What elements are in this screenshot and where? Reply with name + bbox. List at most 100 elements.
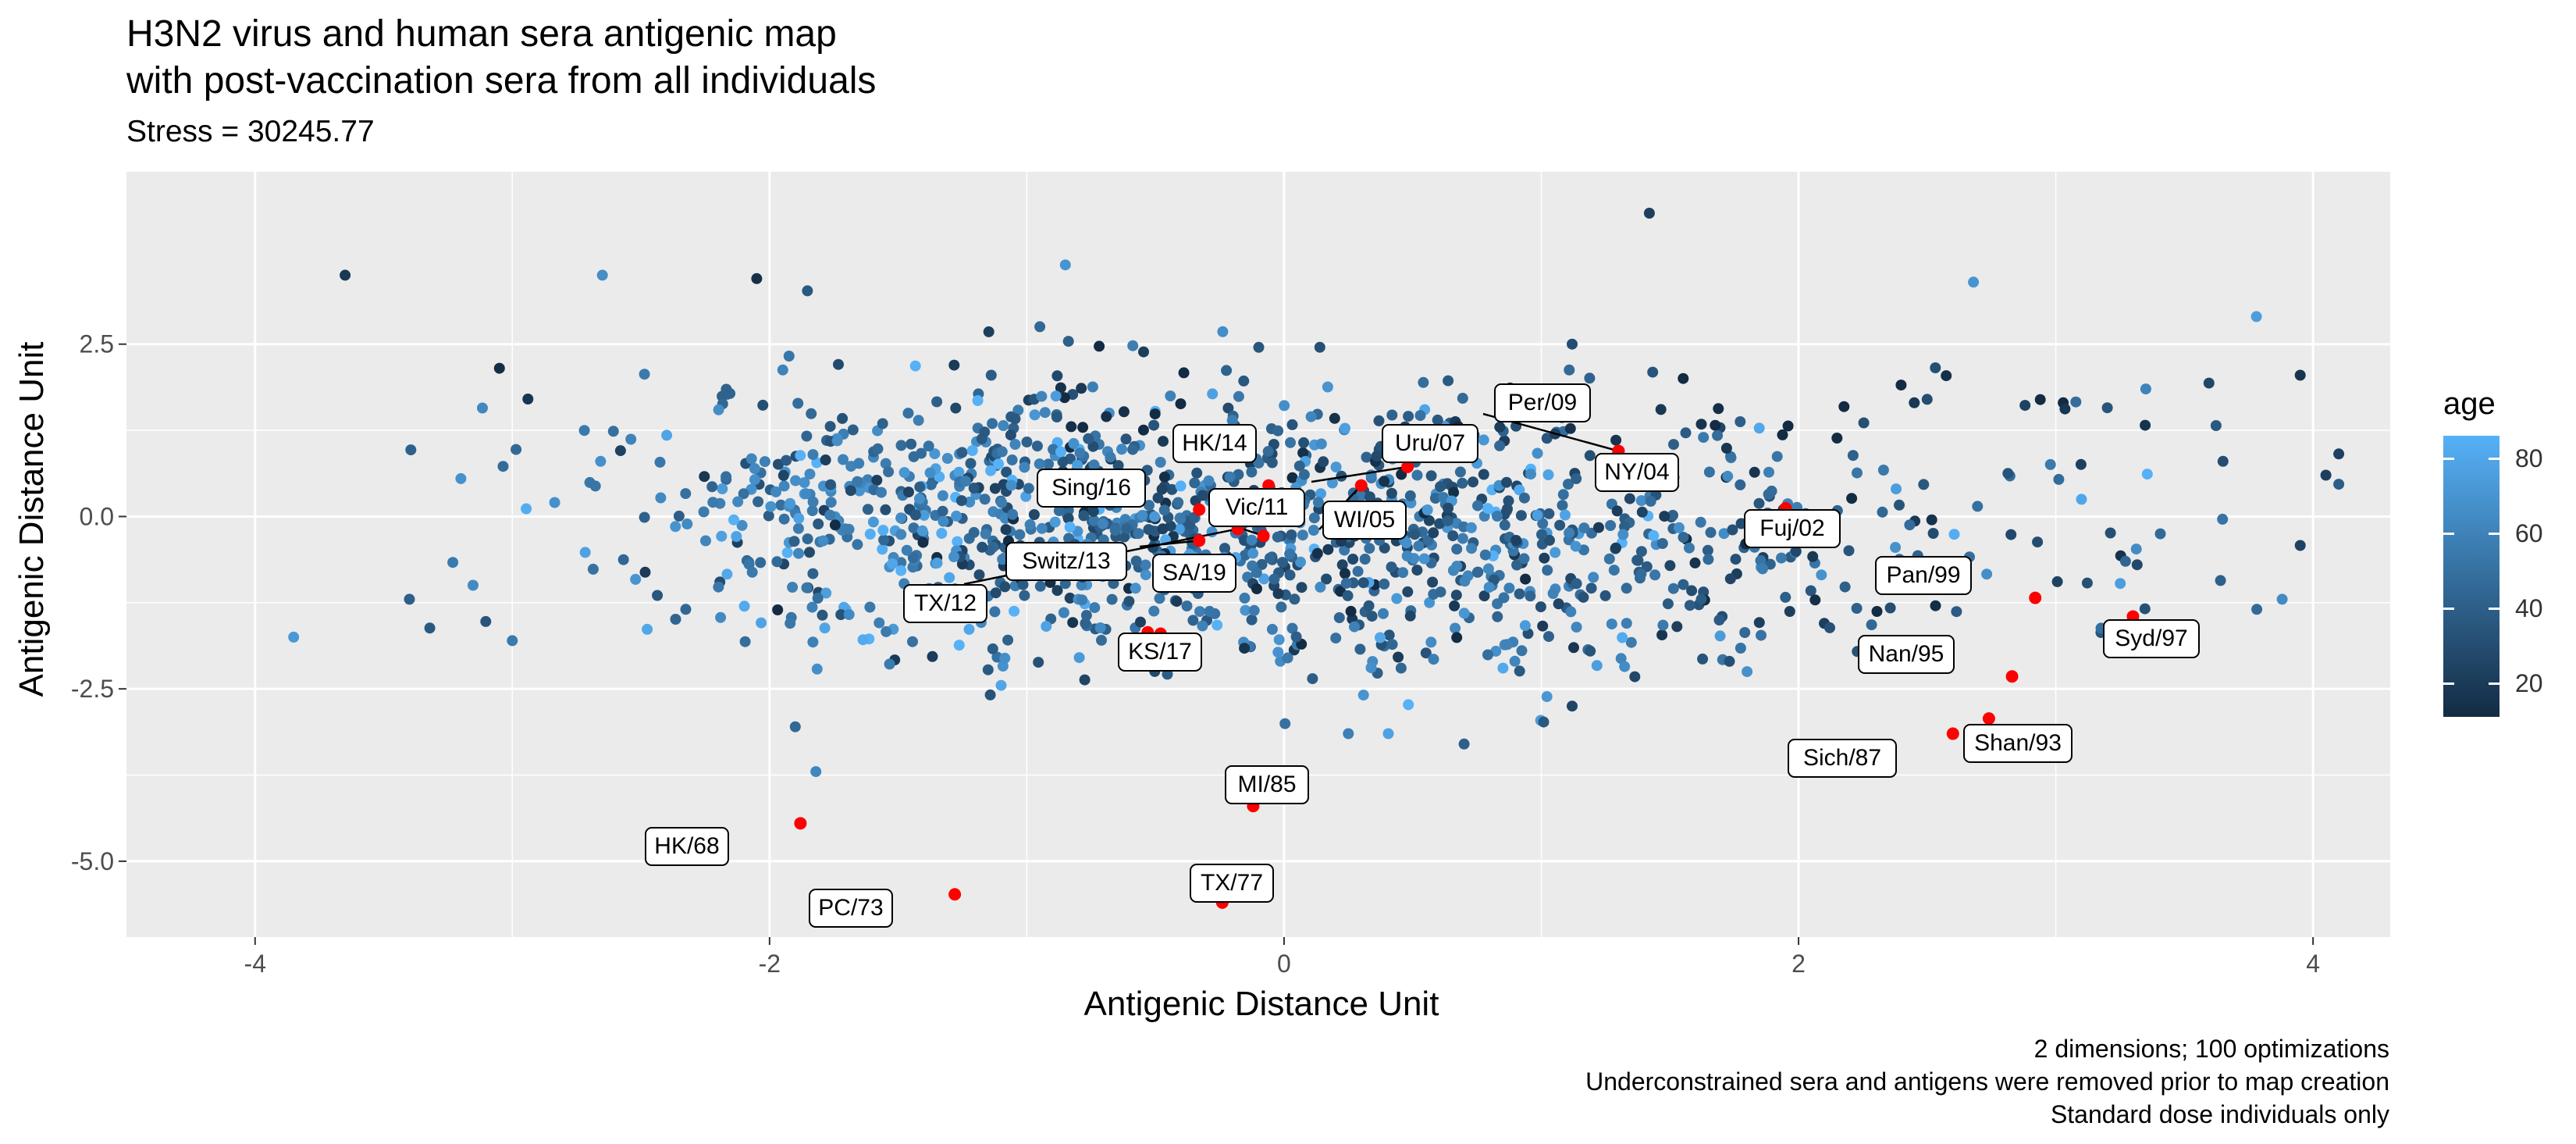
serum-point xyxy=(455,472,467,484)
serum-point xyxy=(670,614,681,625)
serum-point xyxy=(477,402,488,414)
serum-point xyxy=(706,481,718,493)
age-legend: age 80 60 40 20 xyxy=(2440,387,2543,717)
serum-point xyxy=(717,483,728,494)
serum-point xyxy=(1457,393,1468,404)
serum-point xyxy=(845,485,856,497)
legend-body: 80 60 40 20 xyxy=(2440,436,2543,717)
serum-point xyxy=(937,490,948,501)
serum-point xyxy=(914,481,926,493)
serum-point xyxy=(1007,508,1019,520)
serum-point xyxy=(424,622,436,634)
serum-point xyxy=(1053,505,1065,517)
serum-point xyxy=(625,433,637,445)
serum-point xyxy=(1472,500,1483,511)
serum-point xyxy=(1739,627,1751,638)
serum-point xyxy=(1266,623,1278,635)
serum-point xyxy=(1510,535,1522,546)
serum-point xyxy=(578,425,590,437)
serum-point xyxy=(1087,505,1099,517)
serum-point xyxy=(1432,414,1443,426)
serum-point xyxy=(1077,422,1089,433)
serum-point xyxy=(799,477,810,488)
serum-point xyxy=(937,505,948,517)
serum-point xyxy=(807,449,819,461)
antigen-label-box xyxy=(903,584,987,623)
antigen-point xyxy=(948,888,962,901)
antigen-label-text: TX/12 xyxy=(914,590,977,616)
serum-point xyxy=(1165,390,1176,402)
serum-point xyxy=(1354,643,1366,655)
serum-point xyxy=(614,445,626,457)
serum-point xyxy=(1019,462,1030,473)
serum-point xyxy=(405,444,417,456)
serum-point xyxy=(1635,546,1647,558)
serum-point xyxy=(1375,632,1386,643)
serum-point xyxy=(1076,383,1087,394)
serum-point xyxy=(2131,559,2143,571)
serum-point xyxy=(1039,407,1051,419)
serum-point xyxy=(1584,372,1596,384)
serum-point xyxy=(1702,544,1713,556)
serum-point xyxy=(1031,440,1043,452)
serum-point xyxy=(1525,590,1536,602)
serum-point xyxy=(854,485,865,497)
serum-point xyxy=(1671,621,1683,633)
serum-point xyxy=(1684,600,1695,611)
serum-point xyxy=(1858,417,1870,429)
serum-point xyxy=(1645,495,1656,507)
serum-point xyxy=(1204,605,1215,617)
serum-point xyxy=(1057,456,1069,468)
serum-point xyxy=(1656,629,1668,641)
serum-point xyxy=(1386,561,1397,573)
serum-point xyxy=(673,510,685,522)
antigen-label-text: Per/09 xyxy=(1508,390,1577,415)
serum-point xyxy=(1790,546,1802,557)
serum-point xyxy=(963,623,975,635)
serum-point xyxy=(1494,421,1506,433)
serum-point xyxy=(1023,483,1034,494)
antigen-label-text: Nan/95 xyxy=(1869,641,1944,667)
serum-point xyxy=(1667,583,1679,594)
serum-point xyxy=(2251,604,2263,615)
serum-point xyxy=(1256,558,1268,570)
serum-point xyxy=(1621,583,1632,594)
serum-point xyxy=(877,525,889,536)
serum-point xyxy=(817,535,829,547)
serum-point xyxy=(1297,447,1309,458)
serum-point xyxy=(1624,493,1635,504)
serum-point xyxy=(820,587,832,599)
serum-point xyxy=(824,421,836,433)
serum-point xyxy=(1425,470,1437,482)
serum-point xyxy=(2019,400,2031,412)
serum-point xyxy=(757,399,769,411)
serum-point xyxy=(838,454,849,465)
serum-point xyxy=(913,493,925,504)
legend-tick-label: 40 xyxy=(2515,593,2543,622)
serum-point xyxy=(1483,582,1495,593)
serum-point xyxy=(909,509,921,521)
serum-point xyxy=(1096,634,1107,646)
serum-point xyxy=(1515,510,1527,522)
serum-point xyxy=(995,679,1007,691)
serum-point xyxy=(1571,473,1582,484)
x-tick-label: 2 xyxy=(1791,950,1806,978)
serum-point xyxy=(1089,602,1101,614)
antigen-label-text: PC/73 xyxy=(818,895,883,921)
serum-point xyxy=(1120,433,1132,445)
serum-point xyxy=(699,471,710,483)
serum-point xyxy=(1326,477,1338,489)
serum-point xyxy=(1286,529,1297,540)
antigen-label-box xyxy=(1005,542,1127,581)
serum-point xyxy=(1749,466,1760,478)
serum-point xyxy=(1043,458,1055,470)
caption-line-3: Standard dose individuals only xyxy=(2050,1100,2389,1128)
serum-point xyxy=(1058,607,1069,618)
serum-point xyxy=(1418,553,1430,565)
serum-point xyxy=(887,558,898,569)
serum-point xyxy=(895,565,907,576)
serum-point xyxy=(1395,662,1407,674)
serum-point xyxy=(1632,554,1644,566)
serum-point xyxy=(2333,448,2345,460)
serum-point xyxy=(825,479,836,490)
